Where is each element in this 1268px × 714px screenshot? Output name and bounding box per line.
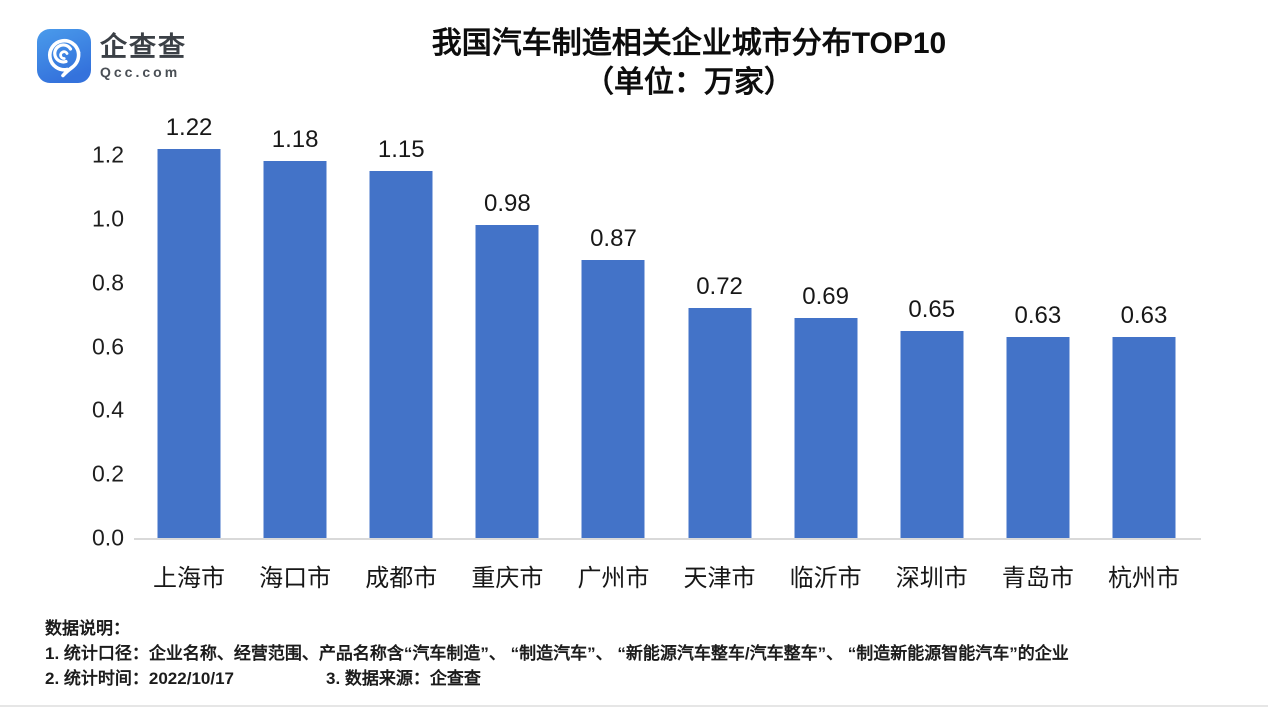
y-axis: 0.0 0.2 0.4 0.6 0.8 1.0 1.2 [0, 142, 124, 551]
qcc-logo-text: 企查查 Qcc.com [100, 32, 187, 81]
bar-value-label: 0.63 [1120, 302, 1168, 329]
y-axis-tick-label: 0.6 [92, 333, 124, 359]
brand-name: 企查查 [100, 31, 187, 62]
x-axis-category-label: 广州市 [577, 565, 650, 592]
x-axis-category-label: 杭州市 [1107, 565, 1180, 592]
bar-value-label: 0.65 [908, 296, 956, 323]
y-axis-tick-label: 1.0 [92, 205, 124, 232]
notes-heading: 数据说明： [45, 619, 130, 638]
bar-杭州市 [1112, 337, 1176, 538]
brand-domain: Qcc.com [100, 63, 181, 80]
data-notes: 数据说明： 1. 统计口径：企业名称、经营范围、产品名称含“汽车制造”、 “制造… [45, 616, 1248, 691]
bar-重庆市 [475, 225, 539, 538]
bar-value-label: 0.98 [483, 190, 531, 217]
qcc-logo: 企查查 Qcc.com [36, 28, 187, 84]
bar-value-label: 1.15 [377, 136, 425, 163]
bar-slot: 1.22 上海市 [136, 114, 242, 592]
x-axis-category-label: 青岛市 [1001, 565, 1074, 592]
chart-title: 我国汽车制造相关企业城市分布TOP10 [431, 27, 947, 60]
bar-青岛市 [1006, 337, 1070, 538]
bar-临沂市 [794, 318, 858, 538]
title-block: 我国汽车制造相关企业城市分布TOP10 （单位：万家） [150, 24, 1228, 102]
note-line-2: 2. 统计时间：2022/10/17 3. 数据来源：企查查 [45, 666, 1248, 691]
x-axis-category-label: 成都市 [365, 565, 438, 592]
bar-slot: 0.65 深圳市 [879, 155, 985, 592]
note-data-source: 3. 数据来源：企查查 [325, 669, 481, 688]
bar-天津市 [688, 308, 752, 538]
bar-value-label: 0.87 [590, 225, 637, 252]
bar-value-label: 1.22 [165, 114, 213, 141]
x-axis-category-label: 海口市 [259, 565, 332, 592]
bar-上海市 [157, 149, 221, 538]
bar-value-label: 0.72 [696, 273, 743, 300]
y-axis-tick-label: 0.2 [92, 460, 124, 487]
bar-深圳市 [900, 331, 964, 538]
bar-value-label: 0.63 [1014, 302, 1062, 329]
bar-海口市 [263, 161, 327, 538]
bar-slot: 1.18 海口市 [242, 126, 348, 592]
bar-value-label: 1.18 [271, 126, 319, 153]
chart-subtitle: （单位：万家） [584, 66, 794, 99]
note-stat-time: 2. 统计时间：2022/10/17 [45, 669, 234, 688]
x-axis-line [134, 538, 1201, 540]
bar-slot: 1.15 成都市 [348, 136, 454, 592]
bar-slot: 0.63 青岛市 [985, 155, 1091, 592]
y-axis-tick-label: 0.0 [92, 524, 124, 551]
bar-value-label: 0.69 [802, 283, 849, 310]
note-line-1: 1. 统计口径：企业名称、经营范围、产品名称含“汽车制造”、 “制造汽车”、 “… [45, 644, 1069, 663]
y-axis-tick-label: 1.2 [92, 141, 124, 168]
x-axis-category-label: 深圳市 [895, 565, 968, 592]
bar-slot: 0.98 重庆市 [454, 155, 560, 592]
x-axis-category-label: 上海市 [153, 565, 226, 592]
bar-slot: 0.87 广州市 [560, 155, 666, 592]
x-axis-category-label: 重庆市 [471, 565, 544, 592]
qcc-magnifier-icon [37, 29, 91, 83]
y-axis-tick-label: 0.8 [92, 269, 124, 296]
bar-slot: 0.69 临沂市 [773, 155, 879, 592]
bar-成都市 [369, 171, 433, 538]
x-axis-category-label: 天津市 [683, 565, 756, 592]
bar-广州市 [581, 260, 645, 538]
bar-slot: 0.72 天津市 [667, 155, 773, 592]
bar-chart-plot: 1.22 上海市 1.18 海口市 1.15 成都市 0.98 重庆市 0.87 广州市 0.72 天… [134, 114, 1201, 592]
y-axis-tick-label: 0.4 [92, 396, 124, 423]
bar-slot: 0.63 杭州市 [1091, 155, 1197, 592]
bottom-divider [0, 705, 1268, 707]
x-axis-category-label: 临沂市 [789, 565, 862, 592]
